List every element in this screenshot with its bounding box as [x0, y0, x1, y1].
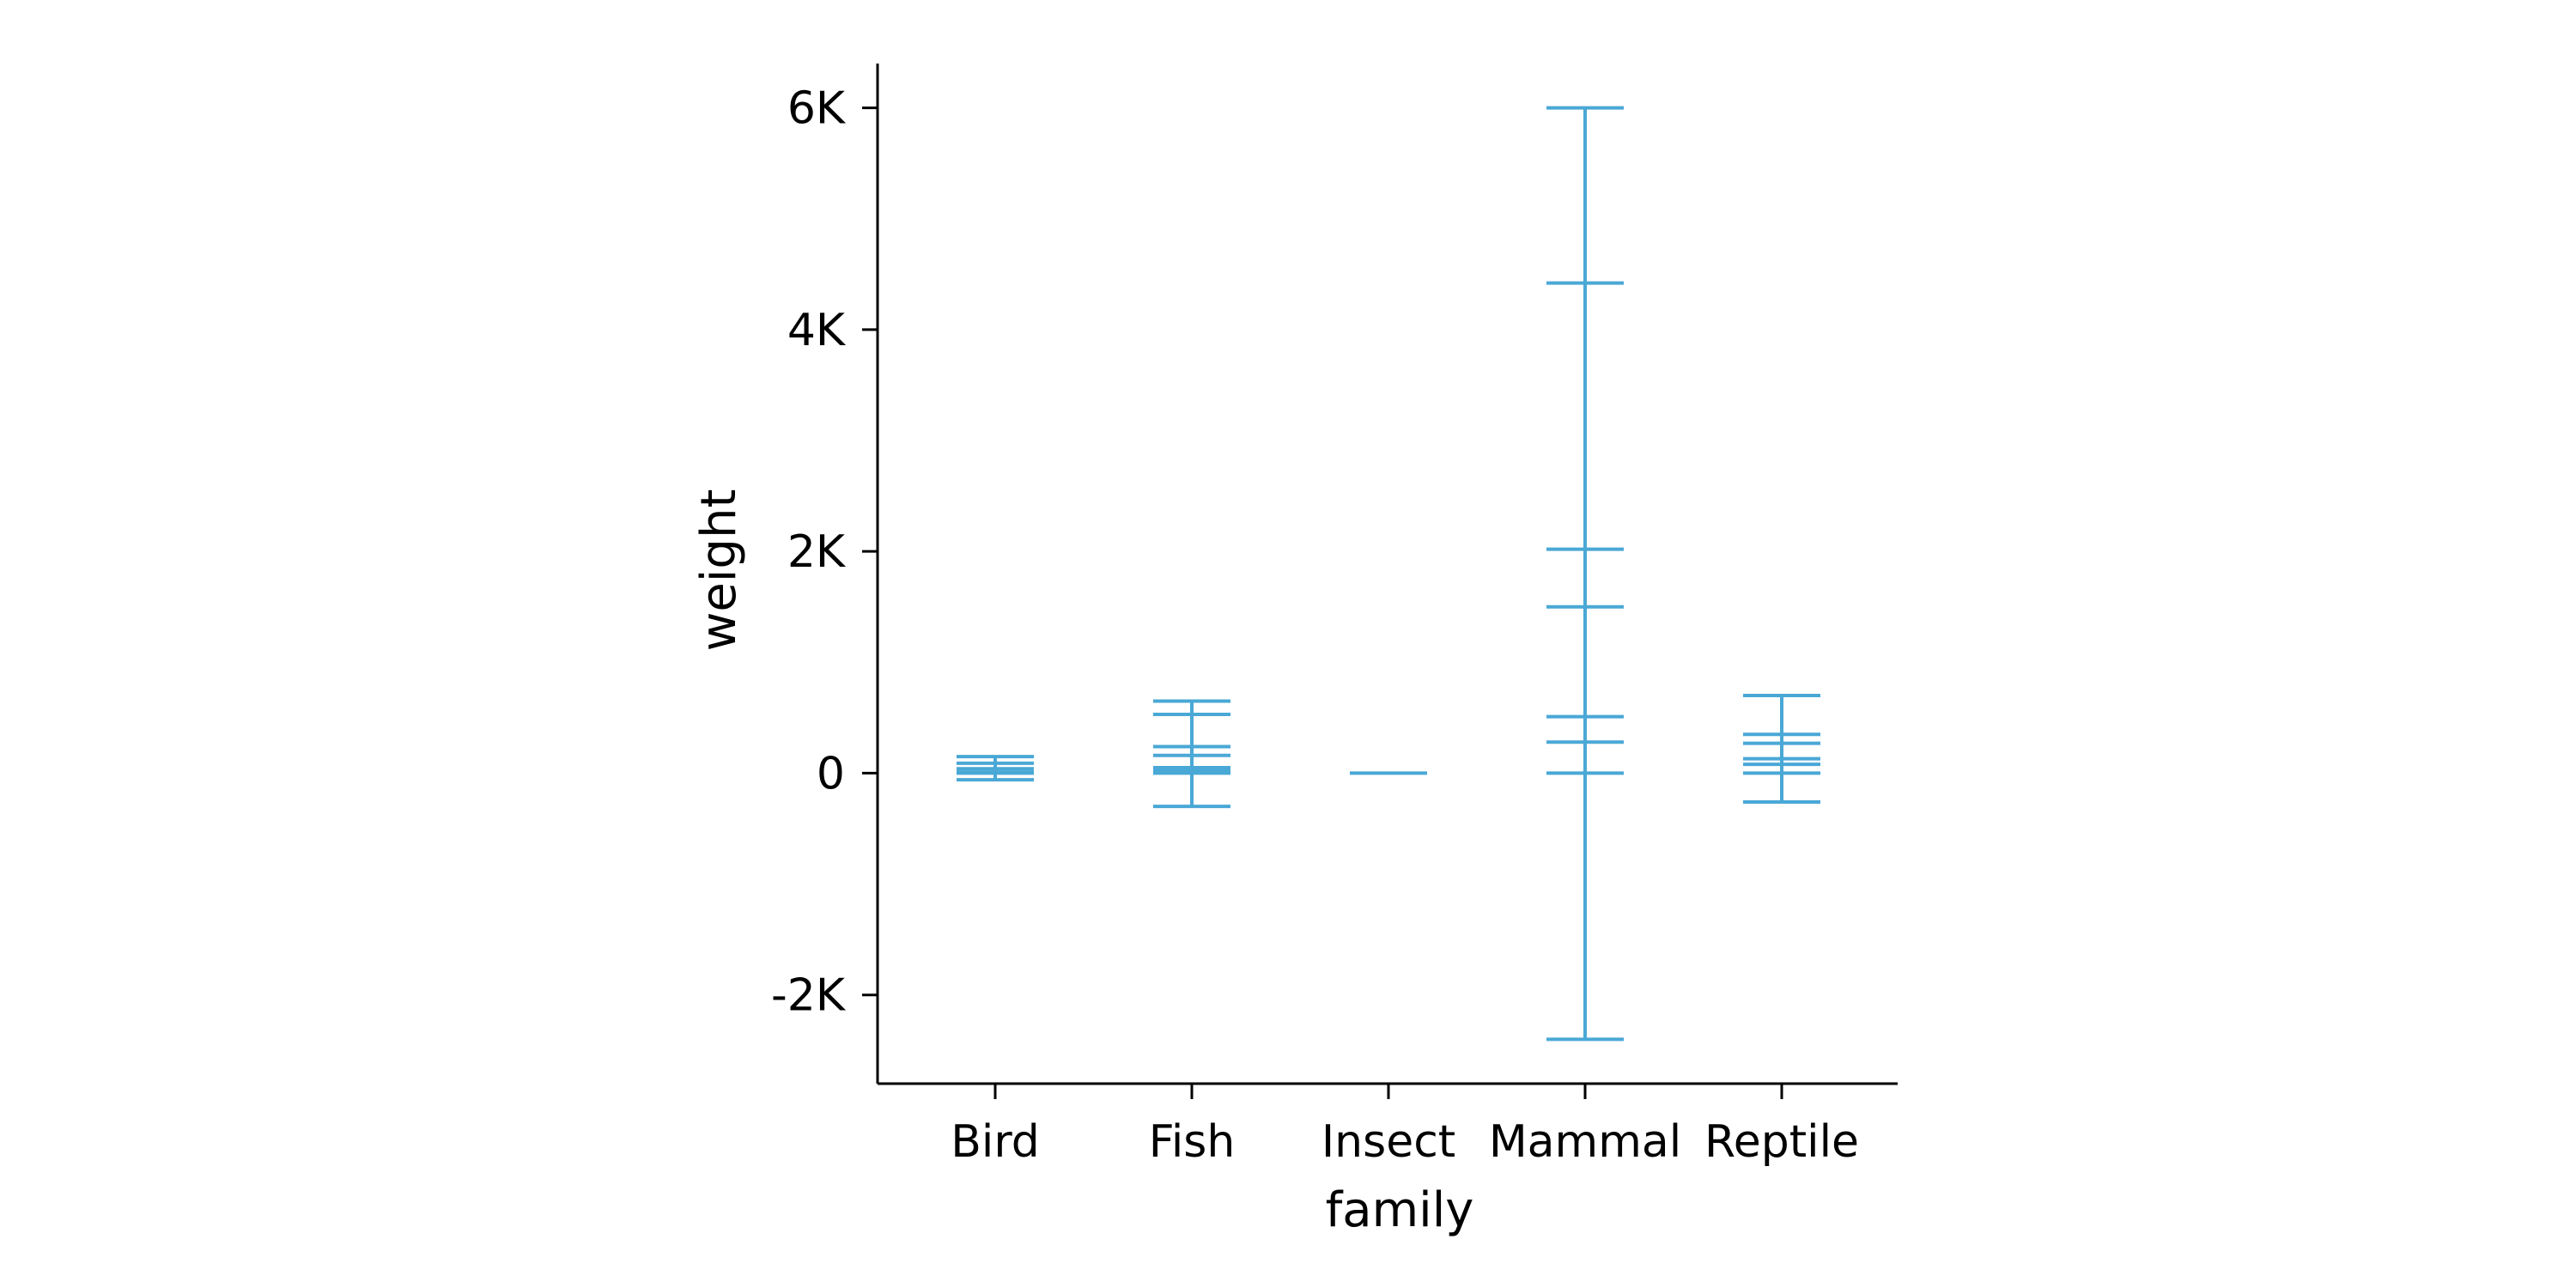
y-tick-label: 2K — [787, 526, 847, 578]
error-bar-group — [957, 755, 1034, 782]
x-ticks: Bird Fish Insect Mammal Reptile — [951, 1084, 1859, 1168]
error-bar-group — [1153, 699, 1230, 809]
axes — [876, 64, 1898, 1085]
x-tick-label: Fish — [1149, 1116, 1236, 1168]
y-axis-title: weight — [691, 489, 747, 652]
x-tick-label: Reptile — [1704, 1116, 1859, 1168]
y-ticks: -2K 0 2K 4K 6K — [771, 83, 878, 1022]
x-tick-label: Bird — [951, 1116, 1040, 1168]
y-tick-label: 6K — [787, 83, 847, 135]
x-axis-title: family — [1326, 1182, 1474, 1238]
y-tick-label: -2K — [771, 970, 847, 1022]
x-tick-label: Insect — [1321, 1116, 1455, 1168]
y-tick-label: 4K — [787, 305, 847, 356]
error-bar-group — [1546, 106, 1624, 1042]
y-tick-label: 0 — [817, 748, 845, 799]
error-bar-series — [957, 106, 1820, 1042]
x-tick-label: Mammal — [1489, 1116, 1681, 1168]
error-bar-group — [1743, 694, 1820, 805]
